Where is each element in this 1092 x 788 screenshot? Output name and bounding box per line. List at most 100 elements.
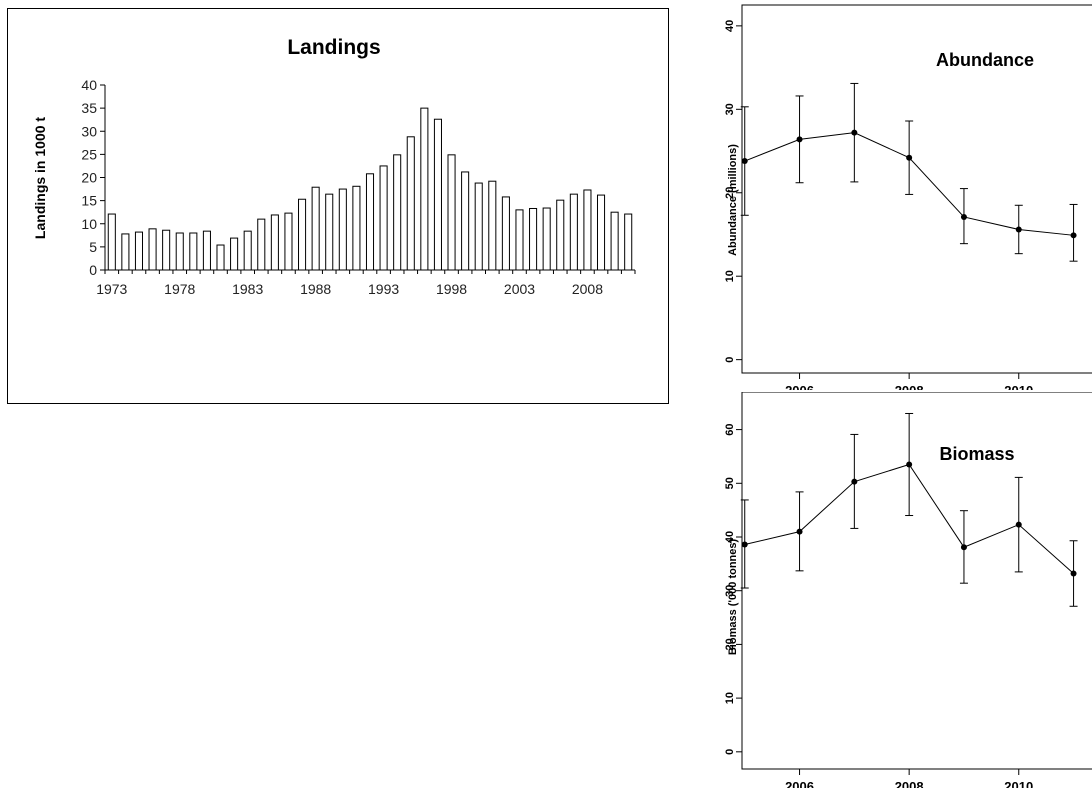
- landings-bar: [610, 211, 619, 271]
- biomass-chart: Biomass Biomass ('000 tonnes) 0 10 20 30 40 5…: [724, 392, 1092, 788]
- landings-bar: [488, 180, 497, 271]
- landings-x-tick-label: 1993: [368, 281, 399, 297]
- landings-bar: [556, 199, 565, 271]
- landings-chart-frame: [7, 8, 669, 404]
- biomass-y-axis-label: Biomass ('000 tonnes): [727, 539, 739, 656]
- landings-bar: [569, 193, 578, 271]
- biomass-data-point: [1070, 570, 1077, 577]
- biomass-y-tick-label: 30: [724, 585, 736, 597]
- landings-bar: [515, 209, 524, 271]
- biomass-title: Biomass: [939, 444, 1014, 464]
- abundance-y-axis-label: Abundance (millions): [727, 144, 739, 256]
- landings-bar: [230, 237, 239, 271]
- biomass-y-tick-label: 20: [724, 638, 736, 650]
- landings-bar: [365, 173, 375, 271]
- biomass-y-tick-label: 40: [724, 531, 736, 543]
- abundance-chart: Abundance Abundance (millions) 0 10 20 30 40…: [724, 4, 1092, 390]
- landings-y-axis: 0 5 10 15 20 25 30 35 40: [81, 77, 106, 278]
- landings-bar: [216, 244, 225, 271]
- biomass-data-point: [906, 461, 913, 468]
- biomass-series: [741, 461, 1077, 577]
- landings-bar: [406, 136, 415, 271]
- landings-x-tick-label: 2008: [572, 281, 603, 297]
- landings-bar: [121, 233, 130, 271]
- biomass-x-tick-label: 2008: [895, 779, 924, 788]
- landings-bar: [461, 171, 470, 271]
- abundance-data-point: [1015, 226, 1022, 233]
- landings-x-tick-label: 1983: [232, 281, 263, 297]
- abundance-x-tick-label: 2008: [895, 383, 924, 390]
- abundance-data-point: [960, 213, 967, 220]
- landings-bar: [270, 214, 279, 271]
- landings-y-tick-label: 25: [81, 146, 97, 162]
- landings-title: Landings: [287, 36, 380, 59]
- abundance-data-point: [796, 136, 803, 143]
- biomass-y-tick-label: 60: [724, 423, 736, 435]
- landings-x-tick-label: 1978: [164, 281, 195, 297]
- landings-x-axis: 1973 1978 1983 1988 1993 1998 2003 2008: [96, 269, 636, 297]
- landings-bar: [311, 186, 320, 271]
- landings-bar: [596, 194, 606, 271]
- biomass-y-tick-label: 0: [724, 749, 736, 755]
- landings-bar: [284, 212, 293, 271]
- abundance-x-axis: 2006 2008 2010: [785, 373, 1033, 390]
- landings-x-tick-label: 1998: [436, 281, 467, 297]
- landings-bar: [202, 230, 211, 271]
- biomass-data-point: [851, 478, 858, 485]
- biomass-error-bars: [740, 412, 1078, 607]
- biomass-data-point: [741, 541, 748, 548]
- landings-bar: [134, 231, 144, 271]
- biomass-plot-frame: [741, 392, 1092, 770]
- abundance-y-tick-label: 0: [724, 357, 736, 363]
- landings-bar: [501, 196, 510, 271]
- biomass-y-axis: 0 10 20 30 40 50 60: [724, 423, 742, 755]
- abundance-y-tick-label: 20: [724, 187, 736, 199]
- abundance-x-tick-label: 2006: [785, 383, 814, 390]
- biomass-y-tick-label: 10: [724, 692, 736, 704]
- landings-bars: [107, 107, 633, 271]
- abundance-y-tick-label: 30: [724, 103, 736, 115]
- biomass-plot-border: [741, 392, 1092, 770]
- abundance-y-tick-label: 40: [724, 20, 736, 32]
- biomass-x-axis: 2006 2008 2010: [785, 769, 1033, 788]
- biomass-x-tick-label: 2010: [1004, 779, 1033, 788]
- abundance-data-point: [906, 154, 913, 161]
- abundance-data-point: [851, 129, 858, 136]
- abundance-y-tick-label: 10: [724, 270, 736, 282]
- landings-bar: [162, 229, 171, 271]
- abundance-title: Abundance: [936, 50, 1034, 70]
- abundance-series: [741, 129, 1077, 239]
- landings-bar: [338, 188, 347, 271]
- landings-x-tick-label: 1973: [96, 281, 127, 297]
- abundance-error-bars: [740, 82, 1078, 262]
- landings-bar: [189, 232, 198, 271]
- landings-bar: [257, 218, 266, 271]
- landings-bar: [474, 182, 483, 271]
- landings-bar: [298, 198, 307, 271]
- abundance-data-point: [1070, 232, 1077, 239]
- landings-bar: [325, 193, 334, 271]
- landings-bar: [175, 232, 184, 271]
- abundance-plot-frame: [741, 4, 1092, 374]
- landings-bar: [447, 154, 456, 271]
- landings-y-tick-label: 0: [89, 262, 97, 278]
- landings-chart: Landings Landings in 1000 t 0 5 10 15 20 25 30…: [7, 8, 669, 404]
- landings-y-tick-label: 15: [81, 193, 97, 209]
- landings-y-tick-label: 5: [89, 239, 97, 255]
- landings-y-tick-label: 40: [81, 77, 97, 93]
- landings-y-axis-label: Landings in 1000 t: [32, 117, 48, 239]
- landings-y-tick-label: 35: [81, 100, 97, 116]
- landings-bar: [148, 228, 157, 271]
- landings-bar: [433, 118, 442, 271]
- abundance-data-point: [741, 158, 748, 165]
- abundance-y-axis: 0 10 20 30 40: [724, 20, 742, 363]
- landings-y-tick-label: 10: [81, 216, 97, 232]
- landings-x-tick-label: 1988: [300, 281, 331, 297]
- landings-y-tick-label: 20: [81, 170, 97, 186]
- landings-bar: [107, 213, 116, 271]
- landings-y-tick-label: 30: [81, 123, 97, 139]
- landings-bar: [583, 189, 592, 271]
- biomass-data-point: [1015, 521, 1022, 528]
- abundance-plot-border: [741, 4, 1092, 374]
- landings-bar: [624, 213, 633, 271]
